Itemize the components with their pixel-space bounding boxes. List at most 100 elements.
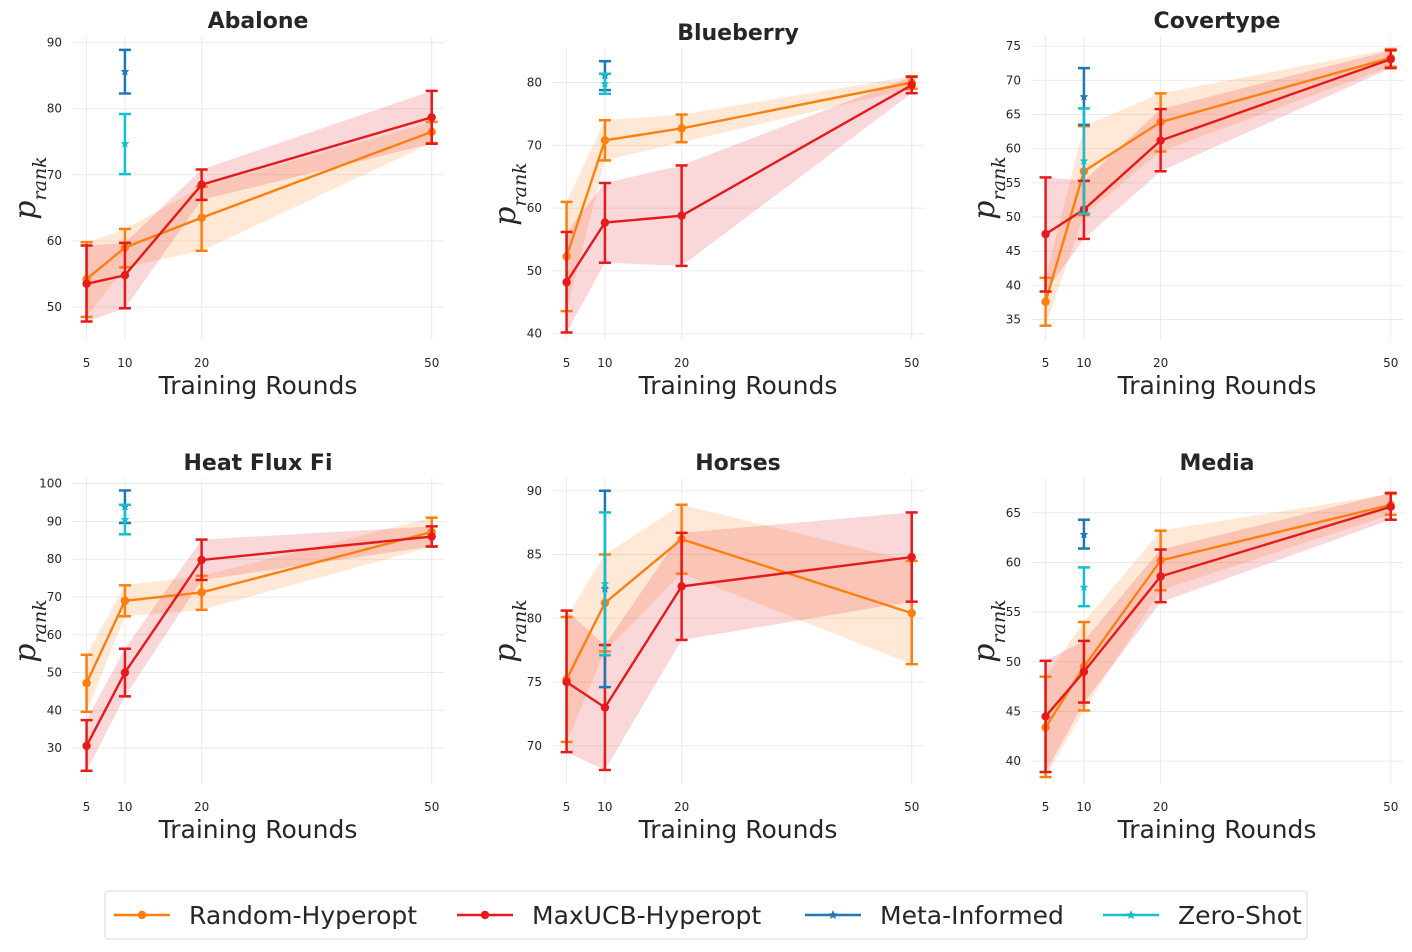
y-axis-label-main: p: [488, 206, 523, 225]
random-legend-marker: [137, 910, 147, 920]
maxucb-point: [1041, 712, 1050, 721]
maxucb-line: [86, 116, 433, 285]
random-confidence-band: [86, 517, 432, 712]
y-tick-label: 65: [1006, 108, 1021, 122]
legend-frame: [104, 890, 1308, 940]
x-tick-label: 10: [597, 800, 612, 814]
maxucb-point: [427, 532, 436, 541]
y-tick-label: 60: [47, 234, 62, 248]
meta-legend-marker: [828, 910, 838, 920]
x-tick-label: 20: [1153, 356, 1168, 370]
y-tick-label: 70: [47, 590, 62, 604]
subplot-title: Heat Flux Fi: [183, 451, 332, 476]
y-tick-label: 80: [527, 611, 542, 625]
y-tick-label: 65: [1006, 506, 1021, 520]
maxucb-point: [1386, 502, 1395, 512]
legend: Random-Hyperopt MaxUCB-Hyperopt Meta-Infor…: [104, 890, 1308, 940]
x-tick-label: 20: [194, 356, 209, 370]
x-tick-label: 50: [424, 356, 439, 370]
maxucb-point: [562, 278, 571, 287]
random-point: [907, 608, 916, 618]
maxucb-confidence-band: [86, 526, 432, 771]
y-tick-label: 60: [527, 201, 542, 215]
y-tick-label: 50: [1006, 655, 1021, 669]
maxucb-point: [600, 218, 610, 227]
y-tick-label: 35: [1006, 313, 1021, 327]
y-tick-label: 75: [527, 675, 542, 689]
maxucb-point: [562, 677, 571, 687]
zeroshot-point: [120, 514, 130, 524]
y-axis-label-main: p: [967, 643, 1002, 662]
x-axis-label: Training Rounds: [158, 815, 358, 844]
subplot-grid: Abalone 5 10 20 50 50 60 70 80 90 Training Rounds p…: [8, 9, 1403, 844]
x-axis-label: Training Rounds: [158, 371, 358, 400]
y-axis-label-subscript: rank: [509, 162, 531, 206]
random-legend-label: Random-Hyperopt: [189, 901, 417, 930]
y-tick-label: 60: [1006, 142, 1021, 156]
zeroshot-point: [600, 79, 610, 88]
random-point: [82, 678, 91, 688]
y-tick-label: 80: [47, 102, 62, 116]
x-tick-label: 20: [1153, 800, 1168, 814]
subplot-heat-flux-fi: Heat Flux Fi 5 10 20 50 30 40 50 60 70 80 90 100 Trai…: [8, 451, 444, 844]
random-confidence-band: [1045, 48, 1391, 326]
maxucb-point: [120, 271, 130, 280]
x-tick-label: 50: [1383, 356, 1398, 370]
maxucb-point: [1041, 229, 1050, 239]
x-tick-label: 5: [1042, 800, 1050, 814]
x-tick-label: 5: [1042, 356, 1050, 370]
x-tick-label: 20: [674, 800, 689, 814]
y-axis-label-subscript: rank: [29, 156, 51, 200]
x-tick-label: 5: [563, 800, 571, 814]
random-line: [1044, 56, 1392, 303]
maxucb-legend-marker: [480, 910, 490, 920]
y-tick-label: 60: [1006, 555, 1021, 569]
x-tick-label: 50: [904, 800, 919, 814]
maxucb-point: [427, 113, 436, 122]
x-tick-label: 5: [83, 356, 91, 370]
y-tick-label: 90: [47, 36, 62, 50]
random-line: [565, 81, 912, 257]
zeroshot-legend-marker: [1126, 910, 1136, 920]
y-tick-label: 55: [1006, 176, 1021, 190]
maxucb-point: [82, 741, 91, 751]
subplot-horses: Horses 5 10 20 50 70 75 80 85 90 Training Rounds pr…: [488, 451, 924, 844]
x-tick-label: 20: [674, 356, 689, 370]
zeroshot-point: [1079, 156, 1089, 165]
random-point: [120, 596, 130, 605]
zeroshot-legend-label: Zero-Shot: [1178, 901, 1302, 930]
maxucb-point: [1386, 55, 1395, 64]
random-point: [197, 213, 206, 222]
y-tick-label: 70: [47, 168, 62, 182]
y-tick-label: 55: [1006, 605, 1021, 619]
subplot-covertype: Covertype 5 10 20 50 35 40 45 50 55 60 65 70 75 Traini…: [967, 9, 1403, 400]
y-tick-label: 85: [527, 548, 542, 562]
y-tick-label: 40: [47, 703, 62, 717]
subplot-title: Blueberry: [677, 21, 799, 46]
y-tick-label: 75: [1006, 39, 1021, 53]
x-axis-label: Training Rounds: [638, 371, 838, 400]
meta-point: [1079, 530, 1089, 539]
y-axis-label-main: p: [8, 643, 43, 662]
y-tick-label: 60: [47, 628, 62, 642]
x-tick-label: 5: [563, 356, 571, 370]
x-tick-label: 50: [904, 356, 919, 370]
random-point: [197, 588, 206, 597]
subplot-abalone: Abalone 5 10 20 50 50 60 70 80 90 Training Rounds p…: [8, 9, 444, 400]
x-tick-label: 50: [424, 800, 439, 814]
x-tick-label: 10: [1076, 356, 1091, 370]
x-axis-label: Training Rounds: [1117, 371, 1317, 400]
maxucb-confidence-band: [566, 76, 912, 333]
subplot-media: Media 5 10 20 50 40 45 50 55 60 65 Training Rounds p…: [967, 451, 1403, 844]
random-point: [677, 124, 686, 133]
maxucb-confidence-band: [86, 90, 432, 322]
random-line: [85, 130, 433, 281]
subplot-title: Horses: [695, 451, 781, 476]
y-axis-label-subscript: rank: [29, 599, 51, 643]
maxucb-point: [1079, 667, 1089, 676]
x-tick-label: 10: [597, 356, 612, 370]
y-tick-label: 50: [527, 264, 542, 278]
subplot-blueberry: Blueberry 5 10 20 50 40 50 60 70 80 Training Round…: [488, 21, 924, 400]
y-axis-label: prank: [8, 599, 51, 662]
